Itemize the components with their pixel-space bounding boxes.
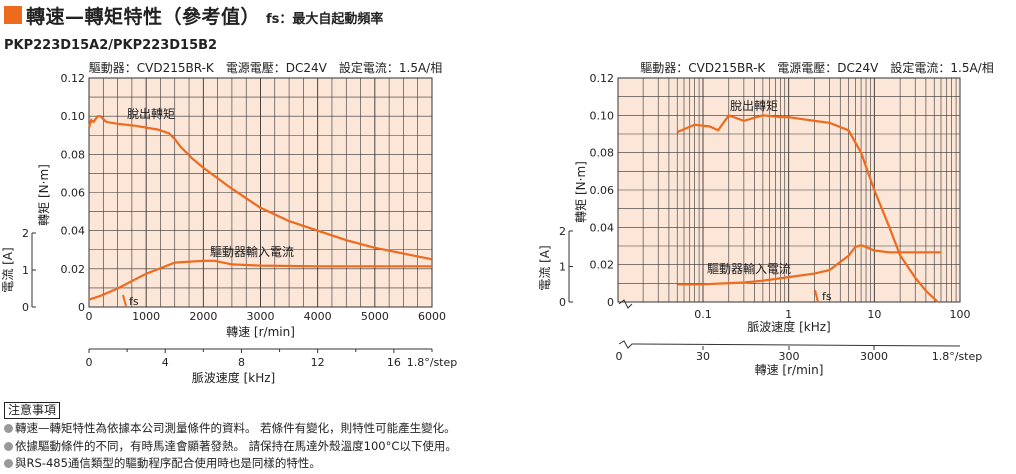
y-tick-label: 0.08	[61, 148, 86, 161]
y-tick-label: 0.02	[590, 259, 615, 272]
page-header: 轉速—轉矩特性（參考值） fs：最大自起動頻率	[4, 2, 383, 28]
y-tick-label: 0.06	[61, 187, 86, 200]
current-tick-label: 2	[22, 227, 29, 240]
fs-label: fs	[129, 295, 139, 308]
pullout-torque-label: 脫出轉矩	[730, 98, 778, 113]
axis-break-icon	[618, 299, 633, 309]
y-tick-label: 0.08	[590, 147, 615, 160]
bullet-icon	[4, 459, 13, 468]
page-subtitle: fs：最大自起動頻率	[266, 11, 384, 27]
page-title: 轉速—轉矩特性（參考值）	[26, 5, 261, 28]
fs-marker	[122, 294, 127, 307]
driver-info: 驅動器：CVD215BR-K 電源電壓：DC24V 設定電流：1.5A/相	[640, 60, 993, 75]
y-axis-label-current: 電流 [A]	[1, 247, 15, 292]
x-tick-label: 2000	[189, 310, 217, 323]
x-tick-label: 1	[785, 308, 792, 321]
speed-tick-label: 3000	[860, 350, 888, 363]
speed-tick-label: 30	[696, 350, 710, 363]
x-tick-label: 0.1	[694, 308, 712, 321]
speed-tick-label: 0	[616, 350, 623, 363]
y-tick-label: 0.10	[61, 110, 86, 123]
current-tick-label: 2	[559, 225, 566, 238]
x-tick-label: 1000	[132, 310, 160, 323]
fs-label: fs	[822, 290, 832, 303]
speed-axis-line	[618, 340, 961, 349]
pulse-tick-label: 16	[387, 356, 401, 369]
speed-tick-label: 300	[779, 350, 800, 363]
fs-marker	[814, 289, 819, 303]
pullout-torque-label: 脫出轉矩	[127, 106, 175, 121]
x-axis-label-speed: 轉速 [r/min]	[755, 363, 824, 377]
y-tick-label: 0.04	[590, 221, 615, 234]
note-text: 與RS-485通信類型的驅動程序配合使用時也是同樣的特性。	[15, 456, 321, 470]
step-label: 1.8°/step	[932, 350, 983, 363]
note-item-2: 依據驅動條件的不同，有時馬達會顯著發熱。 請保持在馬達外殼溫度100°C以下使用…	[4, 438, 457, 456]
accent-square-icon	[4, 6, 22, 24]
current-tick-label: 0	[559, 296, 566, 309]
y-tick-label: 0	[78, 301, 85, 314]
current-tick-label: 1	[22, 264, 29, 277]
notes-section: 注意事項 轉速—轉矩特性為依據本公司測量條件的資料。 若條件有變化，則特性可能產…	[4, 402, 457, 473]
input-current-line	[677, 244, 941, 286]
x-axis-label-pulse: 脈波速度 [kHz]	[192, 370, 275, 385]
y-tick-label: 0.02	[61, 263, 86, 276]
y-axis-label-torque: 轉矩 [N·m]	[37, 164, 51, 226]
x-axis-label-speed: 轉速 [r/min]	[226, 325, 295, 339]
y-tick-label: 0.12	[61, 72, 86, 85]
note-item-1: 轉速—轉矩特性為依據本公司測量條件的資料。 若條件有變化，則特性可能產生變化。	[4, 420, 457, 438]
pulse-tick-label: 4	[162, 356, 169, 369]
y-axis-label-current: 電流 [A]	[538, 245, 552, 290]
input-current-label: 驅動器輸入電流	[707, 261, 791, 276]
model-label: PKP223D15A2/PKP223D15B2	[4, 38, 218, 53]
pulse-tick-label: 0	[86, 356, 93, 369]
note-text: 依據驅動條件的不同，有時馬達會顯著發熱。 請保持在馬達外殼溫度100°C以下使用…	[15, 438, 457, 453]
y-axis-label-torque: 轉矩 [N·m]	[574, 161, 588, 223]
notes-title: 注意事項	[4, 402, 61, 419]
x-tick-label: 0	[86, 310, 93, 323]
note-text: 轉速—轉矩特性為依據本公司測量條件的資料。 若條件有變化，則特性可能產生變化。	[15, 421, 456, 435]
x-tick-label: 3000	[247, 310, 275, 323]
input-current-line	[88, 259, 432, 301]
pullout-torque-line	[87, 115, 433, 261]
y-tick-label: 0.06	[590, 184, 615, 197]
left-chart: 0.12 0.10 0.08 0.06 0.04 0.02 0 轉矩 [N·m] 2 1 0 電流 […	[1, 60, 457, 385]
x-tick-label: 100	[950, 308, 971, 321]
x-tick-label: 10	[867, 308, 881, 321]
x-tick-label: 4000	[304, 310, 332, 323]
pulse-tick-label: 12	[311, 356, 325, 369]
y-tick-label: 0.10	[590, 109, 615, 122]
x-tick-label: 6000	[418, 310, 446, 323]
current-tick-label: 1	[559, 261, 566, 274]
step-label: 1.8°/step	[407, 356, 458, 369]
bullet-icon	[4, 424, 13, 433]
pullout-torque-line	[676, 113, 939, 303]
driver-info: 驅動器：CVD215BR-K 電源電壓：DC24V 設定電流：1.5A/相	[89, 60, 442, 75]
x-tick-label: 5000	[361, 310, 389, 323]
y-tick-label: 0	[607, 296, 614, 309]
bullet-icon	[4, 441, 13, 451]
x-axis-label-pulse: 脈波速度 [kHz]	[747, 319, 830, 334]
pulse-tick-label: 8	[238, 356, 245, 369]
y-tick-label: 0.12	[590, 72, 615, 85]
input-current-label: 驅動器輸入電流	[210, 244, 294, 259]
note-item-3: 與RS-485通信類型的驅動程序配合使用時也是同樣的特性。	[4, 455, 457, 473]
current-tick-label: 0	[22, 301, 29, 314]
y-tick-label: 0.04	[61, 225, 86, 238]
